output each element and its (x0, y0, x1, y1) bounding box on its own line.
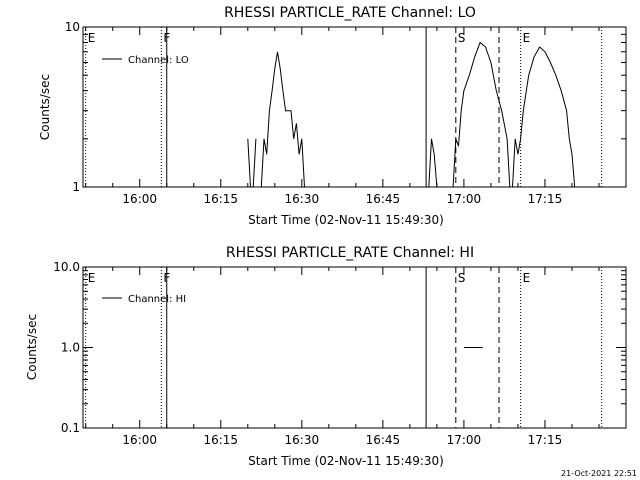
panel-hi-title: RHESSI PARTICLE_RATE Channel: HI (226, 245, 474, 261)
panel-hi-xtick-label: 17:00 (447, 433, 482, 447)
panel-lo-title: RHESSI PARTICLE_RATE Channel: LO (224, 5, 476, 21)
panel-lo-legend-label: Channel: LO (128, 55, 189, 66)
panel-hi: RHESSI PARTICLE_RATE Channel: HI Start T… (25, 245, 627, 468)
panel-hi-ytick-label: 1.0 (61, 341, 80, 355)
panel-lo-marker-label: E (88, 31, 96, 45)
panel-lo-xtick-label: 16:15 (203, 192, 238, 206)
panel-lo-xtick-label: 17:15 (528, 192, 563, 206)
panel-lo-legend: Channel: LO (102, 55, 189, 66)
panel-lo-xtick-label: 16:30 (285, 192, 320, 206)
panel-hi-xtick-label: 16:15 (203, 433, 238, 447)
panel-hi-marker-label: E (88, 271, 96, 285)
panel-lo-series-segment (512, 46, 576, 188)
panel-hi-ylabel: Counts/sec (25, 314, 39, 380)
panel-lo-ylabel: Counts/sec (38, 74, 52, 140)
panel-lo-xtick-label: 16:00 (122, 192, 157, 206)
panel-lo-series-segment (452, 41, 511, 188)
panel-lo-xtick-label: 16:45 (366, 192, 401, 206)
panel-lo: RHESSI PARTICLE_RATE Channel: LO Start T… (38, 5, 627, 227)
panel-hi-xtick-label: 16:30 (285, 433, 320, 447)
panel-lo-xlabel: Start Time (02-Nov-11 15:49:30) (248, 213, 444, 227)
panel-hi-ytick-label: 0.1 (61, 421, 80, 435)
panel-lo-ytick-label: 1 (72, 180, 80, 194)
panel-lo-xtick-label: 17:00 (447, 192, 482, 206)
panel-hi-xtick-label: 16:00 (122, 433, 157, 447)
panel-hi-xlabel: Start Time (02-Nov-11 15:49:30) (248, 454, 444, 468)
panel-lo-ytick-label: 10 (65, 20, 80, 34)
panel-hi-xtick-label: 16:45 (366, 433, 401, 447)
panel-hi-marker-label: E (523, 271, 531, 285)
panel-hi-legend-label: Channel: HI (128, 294, 186, 305)
panel-lo-marker-label: S (458, 31, 466, 45)
footer-timestamp: 21-Oct-2021 22:51 (561, 469, 637, 478)
panel-hi-marker-label: S (458, 271, 466, 285)
panel-lo-marker-label: E (523, 31, 531, 45)
panel-lo-series-segment (247, 138, 257, 188)
panel-lo-frame (82, 26, 627, 188)
panel-lo-series-segment (428, 138, 438, 188)
panel-hi-legend: Channel: HI (102, 294, 186, 305)
panel-lo-series-segment (260, 51, 305, 188)
panel-hi-frame (82, 266, 627, 429)
panel-hi-xtick-label: 17:15 (528, 433, 563, 447)
panel-hi-ytick-label: 10.0 (53, 260, 80, 274)
